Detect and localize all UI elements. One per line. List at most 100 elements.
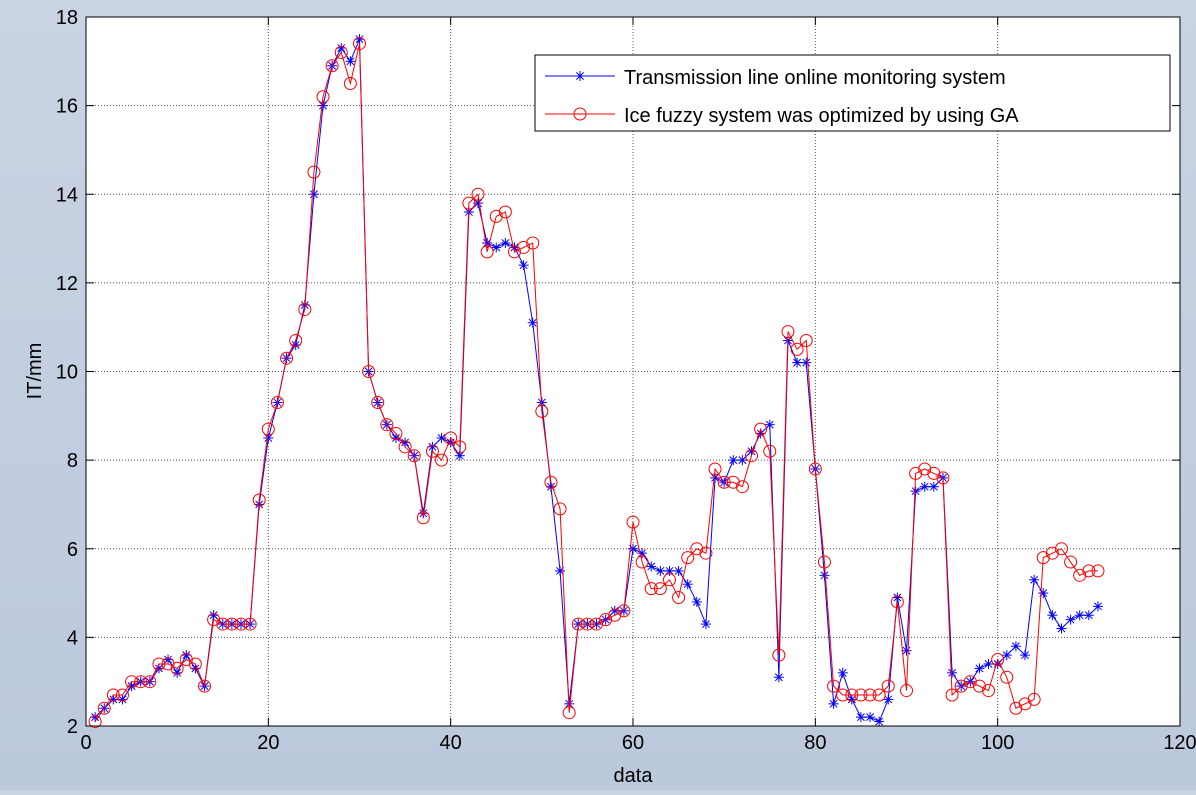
data-point	[808, 462, 822, 476]
data-point	[728, 455, 739, 466]
data-point	[188, 657, 202, 671]
data-point	[883, 694, 894, 705]
data-point	[672, 590, 686, 604]
data-point	[1045, 546, 1059, 560]
data-point	[655, 565, 666, 576]
y-tick-label: 16	[56, 96, 78, 118]
data-point	[874, 716, 885, 727]
data-point	[865, 712, 876, 723]
data-point	[872, 688, 886, 702]
data-point	[1073, 568, 1087, 582]
data-point	[673, 565, 684, 576]
data-point	[343, 76, 357, 90]
data-point	[298, 302, 312, 316]
data-point	[97, 701, 111, 715]
data-point	[928, 481, 939, 492]
data-point	[626, 515, 640, 529]
data-point	[699, 546, 713, 560]
data-point	[289, 333, 303, 347]
data-point	[754, 422, 768, 436]
legend: Transmission line online monitoring syst…	[534, 54, 1171, 132]
data-point	[491, 242, 502, 253]
data-point	[909, 466, 923, 480]
data-point	[562, 706, 576, 720]
data-point	[1064, 555, 1078, 569]
data-point	[153, 663, 164, 674]
data-point	[134, 675, 148, 689]
data-point	[555, 565, 566, 576]
data-point	[1027, 692, 1041, 706]
data-point	[225, 617, 239, 631]
data-point	[927, 466, 941, 480]
y-axis-label: IT/mm	[24, 343, 46, 400]
data-point	[1001, 650, 1012, 661]
data-point	[471, 187, 485, 201]
data-point	[553, 502, 567, 516]
data-point	[974, 663, 985, 674]
data-point	[498, 205, 512, 219]
data-point	[682, 579, 693, 590]
data-point	[1036, 551, 1050, 565]
data-point	[416, 511, 430, 525]
data-point	[1000, 670, 1014, 684]
data-point	[863, 688, 877, 702]
data-point	[243, 617, 257, 631]
data-point	[517, 240, 531, 254]
data-point	[1018, 697, 1032, 711]
data-point	[653, 582, 667, 596]
data-point	[425, 444, 439, 458]
axis-ticks: 0 20 40 60 80 100 120 2 4 6 8 10 12 14 16 18	[56, 7, 1196, 754]
data-point	[662, 573, 676, 587]
data-point	[635, 555, 649, 569]
data-point	[380, 418, 394, 432]
data-point	[1010, 641, 1021, 652]
y-tick-label: 14	[56, 184, 78, 206]
data-point	[963, 675, 977, 689]
x-tick-label: 60	[622, 732, 644, 754]
data-point	[444, 431, 458, 445]
data-point	[161, 657, 175, 671]
x-tick-label: 40	[440, 732, 462, 754]
data-point	[691, 596, 702, 607]
data-point	[763, 444, 777, 458]
data-point	[334, 45, 348, 59]
data-point	[480, 245, 494, 259]
data-point	[828, 698, 839, 709]
series-monitoring	[90, 34, 1103, 727]
data-point	[143, 675, 157, 689]
data-point	[1082, 564, 1096, 578]
y-tick-label: 6	[67, 539, 78, 561]
y-tick-label: 4	[67, 627, 78, 649]
data-point	[855, 712, 866, 723]
data-point	[1029, 574, 1040, 585]
data-point	[325, 59, 339, 73]
data-point	[571, 617, 585, 631]
data-point	[599, 613, 613, 627]
data-point	[819, 570, 830, 581]
data-point	[152, 657, 166, 671]
data-point	[216, 617, 230, 631]
circle-marker-icon	[573, 107, 587, 121]
data-point	[708, 462, 722, 476]
data-point	[590, 617, 604, 631]
data-point	[462, 196, 476, 210]
data-point	[790, 342, 804, 356]
data-point	[170, 661, 184, 675]
data-point	[88, 715, 102, 729]
data-point	[837, 667, 848, 678]
data-point	[1056, 623, 1067, 634]
data-point	[681, 551, 695, 565]
data-point	[854, 688, 868, 702]
data-point	[1020, 650, 1031, 661]
y-tick-label: 2	[67, 716, 78, 738]
data-point	[280, 351, 294, 365]
data-point	[792, 357, 803, 368]
data-point	[179, 653, 193, 667]
data-point	[936, 471, 950, 485]
data-point	[764, 419, 775, 430]
data-point	[781, 325, 795, 339]
data-point	[890, 595, 904, 609]
data-point	[617, 604, 631, 618]
data-point	[453, 440, 467, 454]
